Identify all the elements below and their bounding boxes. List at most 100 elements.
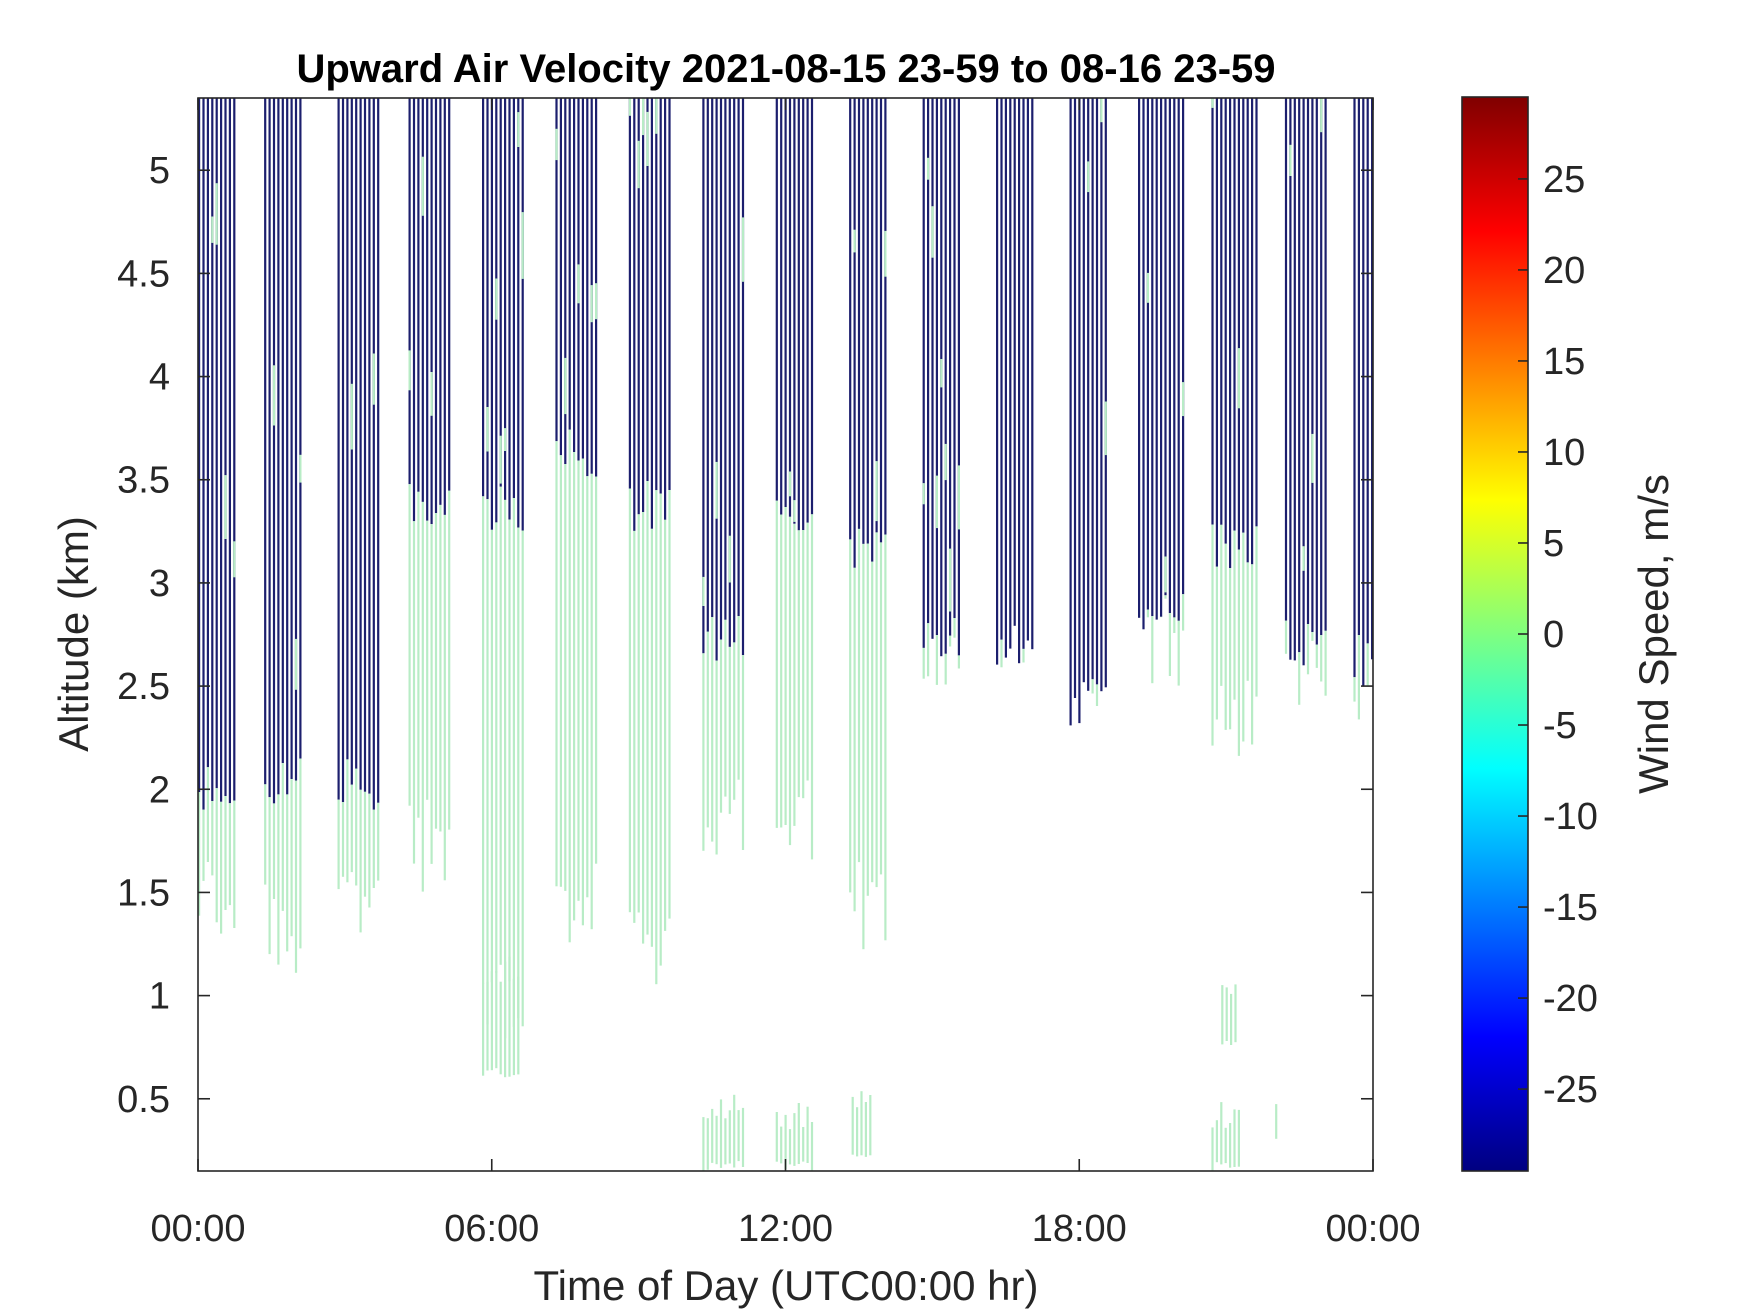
velocity-stripe xyxy=(355,98,358,769)
velocity-stripe xyxy=(1182,98,1185,595)
velocity-stripe xyxy=(1224,543,1227,730)
scan-block xyxy=(1284,98,1327,705)
velocity-stripe xyxy=(655,98,658,491)
velocity-stripe xyxy=(711,98,714,618)
velocity-stripe xyxy=(1230,993,1233,1045)
scan-block xyxy=(337,98,380,933)
velocity-stripe xyxy=(517,112,520,147)
velocity-stripe xyxy=(443,98,446,515)
velocity-stripe xyxy=(206,98,209,768)
velocity-stripe xyxy=(866,98,869,544)
velocity-stripe xyxy=(788,98,792,517)
velocity-stripe xyxy=(1069,98,1072,726)
velocity-stripe xyxy=(521,212,524,279)
velocity-stripe xyxy=(1220,98,1223,525)
x-tick-label: 06:00 xyxy=(444,1208,539,1250)
velocity-stripe xyxy=(206,767,209,862)
velocity-stripe xyxy=(871,561,874,883)
velocity-stripe xyxy=(935,635,938,685)
velocity-stripe xyxy=(577,460,580,901)
velocity-stripe xyxy=(490,971,493,1071)
velocity-stripe xyxy=(1138,98,1141,618)
velocity-stripe xyxy=(1324,630,1327,696)
colorbar-label: Wind Speed, m/s xyxy=(1630,474,1677,794)
velocity-stripe xyxy=(780,1126,783,1164)
velocity-stripe xyxy=(927,623,930,677)
velocity-stripe xyxy=(724,1118,727,1165)
velocity-stripe xyxy=(1151,616,1154,684)
velocity-stripe xyxy=(512,978,515,1076)
velocity-stripe xyxy=(711,1108,714,1163)
velocity-stripe xyxy=(879,98,883,543)
velocity-stripe xyxy=(719,639,723,813)
velocity-stripe xyxy=(512,98,515,498)
velocity-stripe xyxy=(996,98,999,665)
velocity-stripe xyxy=(741,1107,745,1167)
velocity-stripe xyxy=(637,514,640,913)
velocity-stripe xyxy=(1353,98,1356,678)
velocity-stripe xyxy=(1220,524,1223,686)
velocity-stripe xyxy=(706,98,709,632)
velocity-stripe xyxy=(1142,98,1145,630)
velocity-stripe xyxy=(211,801,214,876)
velocity-stripe xyxy=(793,523,796,826)
velocity-stripe xyxy=(793,98,796,524)
velocity-stripe xyxy=(1022,98,1025,649)
velocity-stripe xyxy=(1221,985,1224,1045)
velocity-stripe xyxy=(633,530,636,923)
velocity-stripe xyxy=(590,285,593,323)
velocity-stripe xyxy=(294,780,298,973)
velocity-stripe xyxy=(860,1091,863,1156)
velocity-stripe xyxy=(350,784,353,873)
velocity-stripe xyxy=(1302,546,1305,571)
y-tick-label: 2.5 xyxy=(117,666,170,708)
velocity-stripe xyxy=(733,642,736,800)
x-axis-label: Time of Day (UTC00:00 hr) xyxy=(534,1262,1039,1309)
velocity-stripe xyxy=(871,98,874,562)
velocity-stripe xyxy=(281,98,284,764)
velocity-stripe xyxy=(573,98,576,452)
x-tick-label: 18:00 xyxy=(1032,1208,1127,1250)
scan-block xyxy=(555,98,598,943)
velocity-stripe xyxy=(784,507,787,825)
velocity-stripe xyxy=(788,1129,792,1165)
velocity-stripe xyxy=(633,98,636,531)
velocity-stripe xyxy=(211,98,214,801)
velocity-stripe xyxy=(495,522,498,973)
velocity-stripe xyxy=(1237,348,1240,409)
velocity-stripe xyxy=(215,98,218,789)
velocity-stripe xyxy=(802,530,805,799)
velocity-stripe xyxy=(944,443,947,481)
velocity-stripe xyxy=(368,793,371,908)
velocity-stripe xyxy=(944,653,947,685)
velocity-stripe xyxy=(1302,98,1305,666)
velocity-stripe xyxy=(719,98,723,640)
velocity-stripe xyxy=(290,779,293,937)
velocity-stripe xyxy=(434,98,438,514)
velocity-stripe xyxy=(224,475,227,539)
velocity-stripe xyxy=(1220,1102,1223,1165)
velocity-stripe xyxy=(228,803,231,906)
velocity-stripe xyxy=(864,1102,867,1157)
velocity-stripe xyxy=(568,98,571,430)
colorbar-tick-label: 15 xyxy=(1543,341,1585,383)
chart-title: Upward Air Velocity 2021-08-15 23-59 to … xyxy=(296,47,1275,91)
velocity-stripe xyxy=(646,98,649,481)
velocity-stripe xyxy=(508,956,511,1077)
velocity-stripe xyxy=(806,522,809,781)
y-tick-label: 3 xyxy=(149,563,170,605)
velocity-stripe xyxy=(862,98,865,544)
velocity-stripe xyxy=(1306,98,1310,624)
velocity-stripe xyxy=(202,98,205,810)
velocity-stripe xyxy=(286,794,289,952)
velocity-stripe xyxy=(372,353,375,405)
velocity-stripe xyxy=(1100,98,1103,123)
velocity-stripe xyxy=(1233,1109,1236,1167)
velocity-stripe xyxy=(430,524,433,864)
velocity-stripe xyxy=(408,484,411,806)
scan-block xyxy=(1069,98,1107,726)
y-tick-label: 5 xyxy=(149,150,170,192)
velocity-stripe xyxy=(294,98,298,781)
velocity-stripe xyxy=(1320,635,1323,682)
